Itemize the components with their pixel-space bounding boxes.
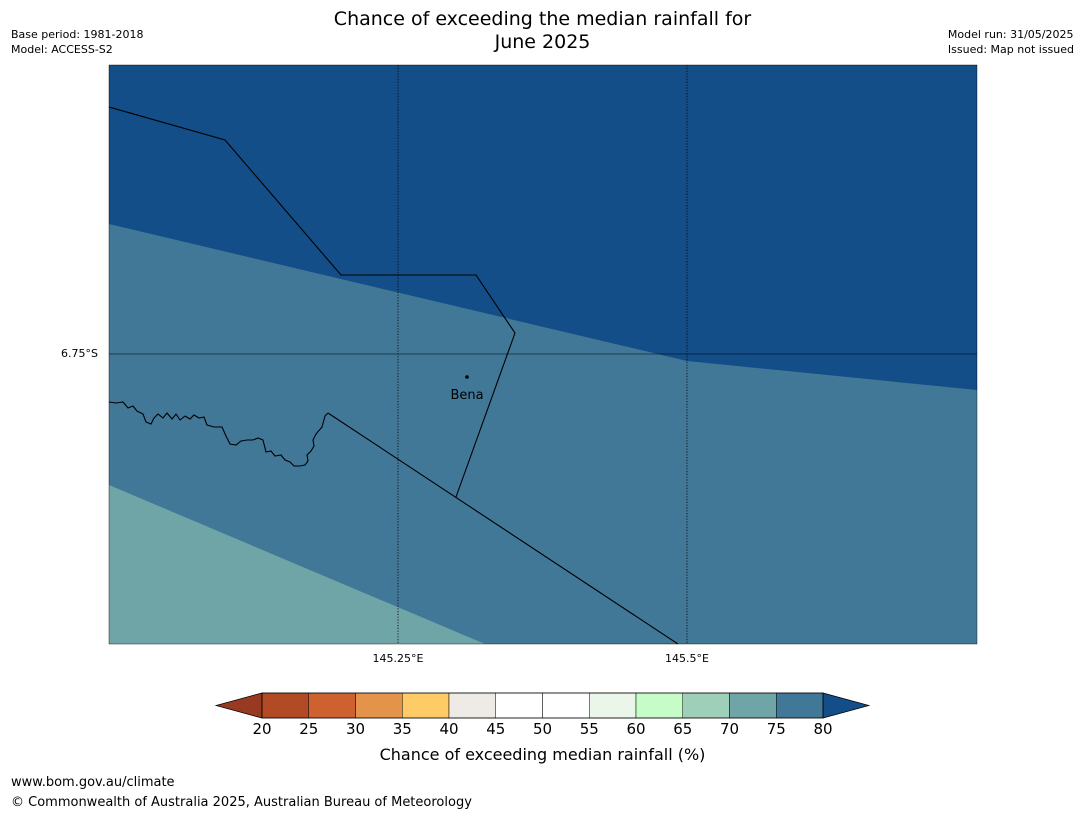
issued-text: Issued: Map not issued	[947, 43, 1074, 56]
town-marker	[465, 375, 469, 379]
model-text: Model: ACCESS-S2	[11, 43, 113, 56]
colorbar-frame	[261, 692, 824, 719]
base-period-text: Base period: 1981-2018	[11, 28, 144, 41]
colorbar-tick-label: 25	[299, 720, 319, 738]
colorbar-segment	[729, 692, 777, 719]
province-boundary	[109, 401, 329, 467]
footer-url[interactable]: www.bom.gov.au/climate	[11, 775, 175, 790]
meta-right: Model run: 31/05/2025 Issued: Map not is…	[948, 27, 1074, 57]
colorbar-tick-label: 80	[813, 720, 833, 738]
colorbar-segment	[542, 692, 590, 719]
map-frame	[108, 64, 978, 645]
map-panel	[109, 65, 977, 644]
rainfall-zone-75-80	[109, 224, 977, 644]
colorbar-tick-label: 75	[766, 720, 786, 738]
colorbar-tick-label: 70	[719, 720, 740, 738]
colorbar-tick-label: 45	[486, 720, 506, 738]
colorbar-segment	[495, 692, 543, 719]
colorbar-segment	[682, 692, 730, 719]
colorbar-segment	[635, 692, 683, 719]
colorbar-tick-label: 55	[579, 720, 599, 738]
colorbar-tick-label: 65	[673, 720, 693, 738]
colorbar-title: Chance of exceeding median rainfall (%)	[379, 745, 706, 764]
map-title-line1: Chance of exceeding the median rainfall …	[333, 8, 752, 30]
colorbar-segment	[448, 692, 496, 719]
colorbar-segment	[355, 692, 403, 719]
rainfall-zone-70-75	[109, 485, 485, 644]
colorbar-tick-label: 40	[439, 720, 459, 738]
province-boundary	[327, 412, 679, 644]
colorbar-segment	[776, 692, 824, 719]
model-run-text: Model run: 31/05/2025	[947, 28, 1074, 41]
colorbar-segment	[308, 692, 356, 719]
footer-copyright: © Commonwealth of Australia 2025, Austra…	[11, 795, 472, 810]
meta-left: Base period: 1981-2018 Model: ACCESS-S2	[11, 27, 143, 57]
map-title-line2: June 2025	[494, 31, 591, 53]
map-title: Chance of exceeding the median rainfall …	[0, 8, 1085, 54]
colorbar-tick-label: 20	[252, 720, 272, 738]
colorbar-segment	[589, 692, 637, 719]
province-boundary	[109, 106, 516, 498]
latitude-label: 6.75°S	[61, 347, 98, 360]
colorbar-tick-label: 60	[626, 720, 646, 738]
colorbar-segment	[261, 692, 309, 719]
colorbar-tick-label: 35	[392, 720, 412, 738]
colorbar-over-arrow	[822, 692, 871, 719]
colorbar-segment	[402, 692, 450, 719]
town-label: Bena	[450, 388, 484, 403]
colorbar-tick-label: 50	[532, 720, 553, 738]
colorbar-under-arrow	[214, 692, 263, 719]
longitude-label: 145.25°E	[372, 652, 424, 665]
colorbar	[214, 692, 871, 719]
longitude-label: 145.5°E	[665, 652, 709, 665]
colorbar-tick-label: 30	[345, 720, 366, 738]
